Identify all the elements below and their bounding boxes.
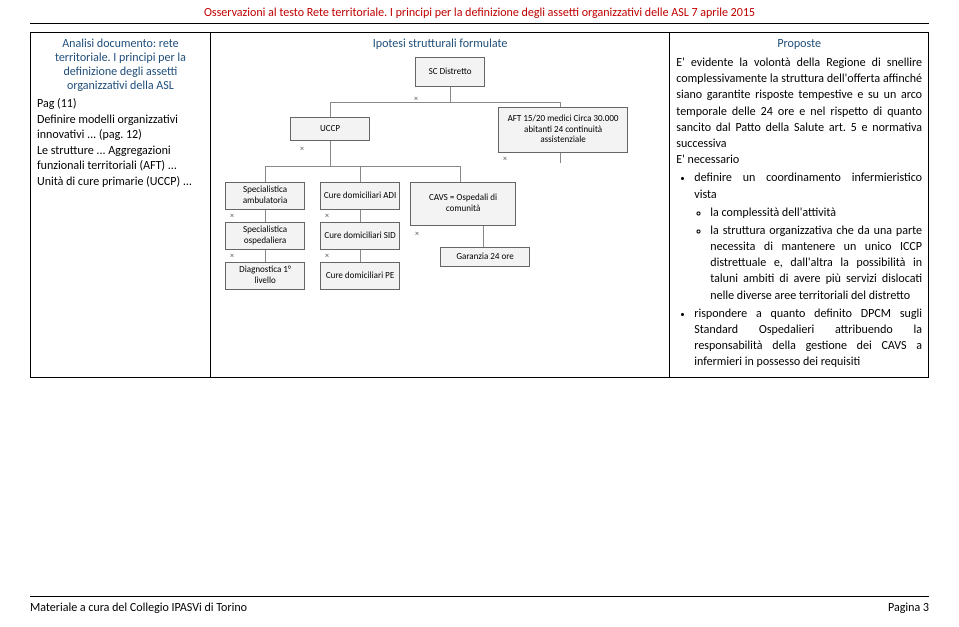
conn xyxy=(265,210,266,222)
conn xyxy=(265,166,266,182)
conn xyxy=(360,166,361,182)
column-analysis-body: Pag (11) Definire modelli organizzativi … xyxy=(37,97,204,191)
box-uccp: UCCP xyxy=(290,117,370,141)
x-mark-icon: × xyxy=(228,212,236,220)
box-aft: AFT 15/20 medici Circa 30.000 abitanti 2… xyxy=(498,107,628,153)
proposals-b1: definire un coordinamento infermieristic… xyxy=(694,171,922,201)
conn xyxy=(450,87,451,102)
conn xyxy=(360,250,361,262)
page-header-text: Osservazioni al testo Rete territoriale.… xyxy=(204,6,755,20)
column-analysis: Analisi documento: rete territoriale. I … xyxy=(30,32,210,378)
conn xyxy=(460,166,461,182)
box-cure-adi: Cure domiciliari ADI xyxy=(320,182,400,210)
conn xyxy=(330,102,560,103)
box-spec-ospedaliera: Specialistica ospedaliera xyxy=(225,222,305,250)
box-diagnostica: Diagnostica 1° livello xyxy=(225,262,305,290)
conn xyxy=(560,153,561,163)
page-header: Osservazioni al testo Rete territoriale.… xyxy=(30,0,929,24)
column-hypotheses-title: Ipotesi strutturali formulate xyxy=(217,37,663,57)
proposals-sublist-item: la complessità dell'attività xyxy=(710,205,922,221)
proposals-list: definire un coordinamento infermieristic… xyxy=(676,170,922,370)
conn xyxy=(483,226,484,247)
conn xyxy=(330,141,331,166)
box-cure-sid: Cure domiciliari SID xyxy=(320,222,400,250)
box-spec-ambulatoria: Specialistica ambulatoria xyxy=(225,182,305,210)
proposals-sublist-item: la struttura organizzativa che da una pa… xyxy=(710,223,922,304)
x-mark-icon: × xyxy=(298,145,306,153)
column-proposals-title: Proposte xyxy=(676,37,922,55)
box-cure-pe: Cure domiciliari PE xyxy=(320,262,400,290)
org-diagram: SC Distretto UCCP AFT 15/20 medici Circa… xyxy=(220,57,660,327)
x-mark-icon: × xyxy=(501,155,509,163)
column-proposals: Proposte E' evidente la volontà della Re… xyxy=(669,32,929,378)
x-mark-icon: × xyxy=(323,212,331,220)
column-hypotheses: Ipotesi strutturali formulate SC Distret… xyxy=(210,32,669,378)
proposals-sublist: la complessità dell'attività la struttur… xyxy=(694,205,922,304)
box-cavs: CAVS = Ospedali di comunità xyxy=(410,182,516,226)
page-footer: Materiale a cura del Collegio IPASVi di … xyxy=(30,596,929,615)
conn xyxy=(265,166,460,167)
column-analysis-title: Analisi documento: rete territoriale. I … xyxy=(37,37,204,97)
x-mark-icon: × xyxy=(228,252,236,260)
footer-right: Pagina 3 xyxy=(888,601,929,615)
proposals-list-item: rispondere a quanto definito DPCM sugli … xyxy=(694,306,922,371)
conn xyxy=(265,250,266,262)
conn xyxy=(560,102,561,107)
x-mark-icon: × xyxy=(413,230,421,238)
column-proposals-body: E' evidente la volontà della Regione di … xyxy=(676,55,922,371)
box-sc-distretto: SC Distretto xyxy=(415,57,485,87)
content-row: Analisi documento: rete territoriale. I … xyxy=(0,24,959,378)
proposals-necessario: E' necessario xyxy=(676,153,739,167)
conn xyxy=(360,210,361,222)
conn xyxy=(330,102,331,117)
proposals-list-item: definire un coordinamento infermieristic… xyxy=(694,170,922,304)
x-mark-icon: × xyxy=(323,252,331,260)
footer-left: Materiale a cura del Collegio IPASVi di … xyxy=(30,601,247,615)
proposals-intro: E' evidente la volontà della Regione di … xyxy=(676,56,922,151)
box-garanzia: Garanzia 24 ore xyxy=(440,247,530,267)
